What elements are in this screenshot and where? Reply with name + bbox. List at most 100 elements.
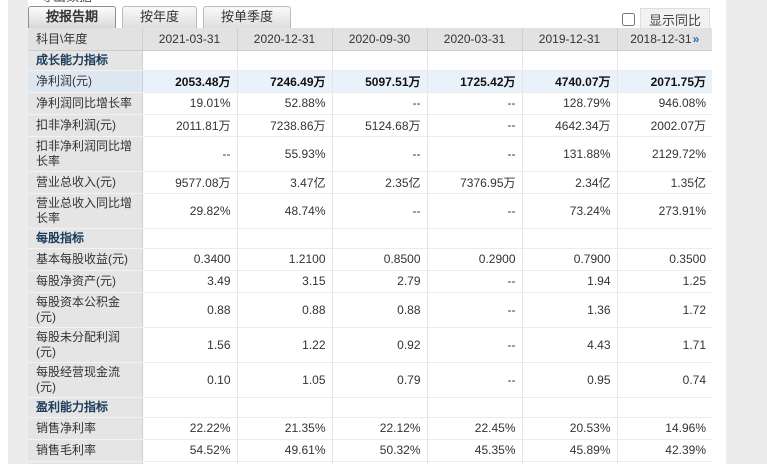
cell-value <box>522 397 618 418</box>
cell-value: 2053.48万 <box>142 70 238 93</box>
cell-value: 0.79 <box>332 362 428 398</box>
section-row: 成长能力指标 <box>28 50 712 71</box>
cell-value: 35.87% <box>332 461 428 464</box>
cell-value: 2.79 <box>332 270 428 293</box>
row-label: 销售毛利率 <box>28 439 143 462</box>
cell-value: 1.56 <box>142 327 238 363</box>
table-row: 基本每股收益(元) 0.3400 1.2100 0.8500 0.2900 0.7900 0… <box>28 248 712 271</box>
table-row: 销售毛利率 54.52% 49.61% 50.32% 45.35% 45.89% 42.39… <box>28 439 712 462</box>
cell-value: 14.96% <box>617 417 712 440</box>
cell-value: -- <box>427 136 523 172</box>
table-row: 净资产收益率10.30%47.40%35.87%--50.73%34.66% <box>28 461 712 464</box>
table-row: 净利润同比增长率 19.01% 52.88% -- -- 128.79% 946.08% <box>28 92 712 115</box>
cell-value: 7238.86万 <box>237 114 333 137</box>
cell-value: 50.73% <box>522 461 618 464</box>
section-row: 盈利能力指标 <box>28 397 712 418</box>
row-label: 净资产收益率 <box>28 461 143 464</box>
cell-value: 49.61% <box>237 439 333 462</box>
cell-value <box>617 50 712 71</box>
show-yoy-checkbox[interactable] <box>622 13 635 26</box>
cell-value: 42.39% <box>617 439 712 462</box>
cell-value: 0.10 <box>142 362 238 398</box>
cell-value: -- <box>332 136 428 172</box>
row-label: 净利润同比增长率 <box>28 92 143 115</box>
cell-value: 2071.75万 <box>617 70 712 93</box>
cell-value: 47.40% <box>237 461 333 464</box>
cell-value: 4.43 <box>522 327 618 363</box>
row-label: 每股未分配利润 (元) <box>28 327 143 363</box>
row-label: 销售净利率 <box>28 417 143 440</box>
cell-value: 3.15 <box>237 270 333 293</box>
cell-value: 5097.51万 <box>332 70 428 93</box>
cell-value: -- <box>427 270 523 293</box>
row-label: 营业总收入(元) <box>28 171 143 194</box>
cell-value: 22.22% <box>142 417 238 440</box>
table-row: 营业总收入同比增 长率 29.82% 48.74% -- -- 73.24% 273.91% <box>28 193 712 229</box>
table-row: 扣非净利润同比增 长率 -- 55.93% -- -- 131.88% 2129.72% <box>28 136 712 172</box>
cell-value: 1.72 <box>617 292 712 328</box>
table-row: 扣非净利润(元) 2011.81万 7238.86万 5124.68万 -- 4642.3… <box>28 114 712 137</box>
cell-value: 54.52% <box>142 439 238 462</box>
cell-value: -- <box>427 92 523 115</box>
cell-value: 1.22 <box>237 327 333 363</box>
cell-value: 2.35亿 <box>332 171 428 194</box>
cell-value: 4642.34万 <box>522 114 618 137</box>
cell-value: 1.36 <box>522 292 618 328</box>
table-row: 每股未分配利润 (元) 1.56 1.22 0.92 -- 4.43 1.71 <box>28 327 712 363</box>
row-label: 基本每股收益(元) <box>28 248 143 271</box>
cell-value: -- <box>427 292 523 328</box>
cell-value: 128.79% <box>522 92 618 115</box>
cell-value: 0.3400 <box>142 248 238 271</box>
cell-value <box>142 50 238 71</box>
row-label: 每股净资产(元) <box>28 270 143 293</box>
tab-by-year[interactable]: 按年度 <box>122 6 198 28</box>
cell-value <box>332 50 428 71</box>
cell-value <box>617 397 712 418</box>
cell-value <box>427 228 523 249</box>
cell-value: 2.34亿 <box>522 171 618 194</box>
cell-value: 21.35% <box>237 417 333 440</box>
cell-value: 1725.42万 <box>427 70 523 93</box>
more-columns-arrow[interactable]: » <box>692 31 700 46</box>
column-header: 2020-09-30 <box>332 28 428 51</box>
cell-value: 2011.81万 <box>142 114 238 137</box>
row-label: 每股经营现金流 (元) <box>28 362 143 398</box>
financial-table: 科目\年度 2021-03-31 2020-12-31 2020-09-30 2020-… <box>28 28 712 464</box>
cell-value: 22.45% <box>427 417 523 440</box>
column-header: 2021-03-31 <box>142 28 238 51</box>
cell-value: 45.89% <box>522 439 618 462</box>
cell-value: 1.25 <box>617 270 712 293</box>
table-row: 每股资本公积金 (元) 0.88 0.88 0.88 -- 1.36 1.72 <box>28 292 712 328</box>
section-title: 每股指标 <box>28 228 143 249</box>
row-label: 扣非净利润同比增 长率 <box>28 136 143 172</box>
column-header: 2020-03-31 <box>427 28 523 51</box>
column-header: 2019-12-31 <box>522 28 618 51</box>
cell-value: 55.93% <box>237 136 333 172</box>
table-row: 净利润(元) 2053.48万 7246.49万 5097.51万 1725.42万 47… <box>28 70 712 93</box>
cell-value: 0.88 <box>142 292 238 328</box>
row-label: 每股资本公积金 (元) <box>28 292 143 328</box>
cell-value: 7246.49万 <box>237 70 333 93</box>
cell-value: 7376.95万 <box>427 171 523 194</box>
cell-value: 4740.07万 <box>522 70 618 93</box>
cell-value: 946.08% <box>617 92 712 115</box>
period-tabs: 按报告期 按年度 按单季度 <box>28 6 292 28</box>
cell-value: 0.2900 <box>427 248 523 271</box>
cell-value: 22.12% <box>332 417 428 440</box>
row-label: 扣非净利润(元) <box>28 114 143 137</box>
cell-value: 1.35亿 <box>617 171 712 194</box>
corner-header: 科目\年度 <box>28 28 143 51</box>
cell-value: -- <box>332 92 428 115</box>
cell-value: 1.71 <box>617 327 712 363</box>
cell-value: 50.32% <box>332 439 428 462</box>
cell-value: 20.53% <box>522 417 618 440</box>
export-data-link-clipped[interactable]: 导出数据 <box>40 0 92 4</box>
cell-value: 3.49 <box>142 270 238 293</box>
cell-value: -- <box>427 461 523 464</box>
tab-by-single-quarter[interactable]: 按单季度 <box>203 6 292 28</box>
cell-value: 1.94 <box>522 270 618 293</box>
cell-value: 73.24% <box>522 193 618 229</box>
cell-value <box>142 228 238 249</box>
cell-value: 5124.68万 <box>332 114 428 137</box>
tab-by-report-period[interactable]: 按报告期 <box>28 6 117 28</box>
